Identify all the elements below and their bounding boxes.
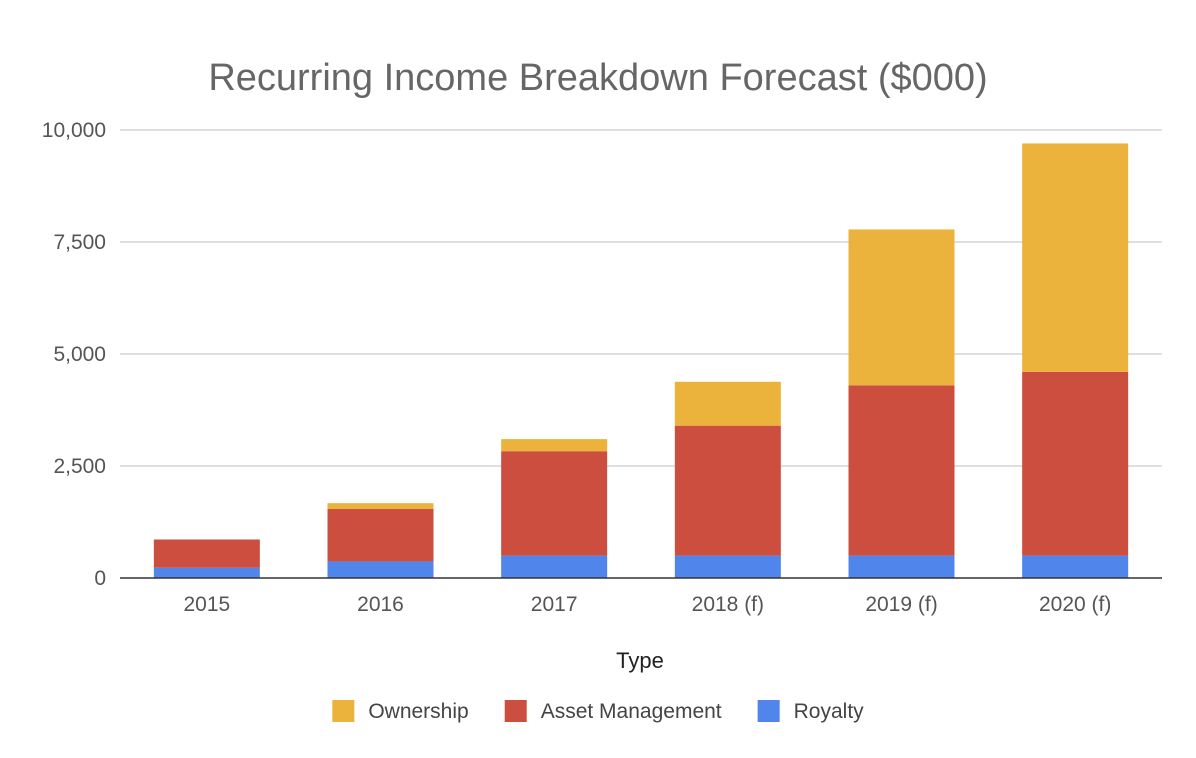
x-axis: 2015 2016 2017 2018 (f) 2019 (f) 2020 (f) <box>183 593 1111 616</box>
bar-ownership[interactable] <box>327 503 434 510</box>
bar-asset-management[interactable] <box>153 539 260 568</box>
y-tick-label: 0 <box>94 567 106 590</box>
y-axis: 0 2,500 5,000 7,500 10,000 <box>42 119 106 590</box>
legend-label: Asset Management <box>541 700 722 723</box>
y-tick-label: 7,500 <box>53 231 106 254</box>
bar-royalty[interactable] <box>848 555 955 578</box>
gridlines <box>120 129 1162 467</box>
bar-asset-management[interactable] <box>1022 371 1129 556</box>
legend-item-ownership[interactable]: Ownership <box>332 700 469 723</box>
legend-swatch <box>504 700 527 722</box>
legend[interactable]: Ownership Asset Management Royalty <box>332 700 864 723</box>
legend-item-royalty[interactable]: Royalty <box>757 700 865 723</box>
x-tick-label: 2019 (f) <box>865 593 937 616</box>
x-tick-label: 2015 <box>183 593 230 616</box>
bar-stack-2017[interactable] <box>501 439 608 578</box>
bar-asset-management[interactable] <box>848 385 955 556</box>
legend-label: Royalty <box>794 700 865 723</box>
bar-royalty[interactable] <box>1022 555 1129 578</box>
bar-stack-2018-f[interactable] <box>674 381 781 578</box>
y-tick-label: 10,000 <box>42 119 106 142</box>
bar-royalty[interactable] <box>501 555 608 578</box>
chart-title: Recurring Income Breakdown Forecast ($00… <box>208 57 987 99</box>
bar-royalty[interactable] <box>674 555 781 578</box>
bars <box>153 143 1129 578</box>
bar-asset-management[interactable] <box>501 451 608 556</box>
legend-label: Ownership <box>368 700 468 723</box>
x-axis-title: Type <box>616 648 664 673</box>
bar-ownership[interactable] <box>501 439 608 452</box>
bar-ownership[interactable] <box>1022 143 1129 372</box>
bar-ownership[interactable] <box>674 381 781 426</box>
bar-stack-2020-f[interactable] <box>1022 143 1129 578</box>
legend-swatch <box>332 700 355 722</box>
bar-stack-2019-f[interactable] <box>848 229 955 578</box>
x-tick-label: 2020 (f) <box>1039 593 1111 616</box>
bar-royalty[interactable] <box>153 567 260 578</box>
bar-stack-2016[interactable] <box>327 503 434 578</box>
bar-stack-2015[interactable] <box>153 539 260 578</box>
x-tick-label: 2016 <box>357 593 404 616</box>
legend-item-asset-management[interactable]: Asset Management <box>504 700 722 723</box>
y-tick-label: 2,500 <box>53 455 106 478</box>
x-tick-label: 2018 (f) <box>692 593 764 616</box>
legend-swatch <box>757 700 780 722</box>
bar-asset-management[interactable] <box>327 509 434 562</box>
y-tick-label: 5,000 <box>53 343 106 366</box>
bar-royalty[interactable] <box>327 561 434 578</box>
bar-asset-management[interactable] <box>674 425 781 556</box>
x-tick-label: 2017 <box>531 593 578 616</box>
bar-ownership[interactable] <box>848 229 955 386</box>
